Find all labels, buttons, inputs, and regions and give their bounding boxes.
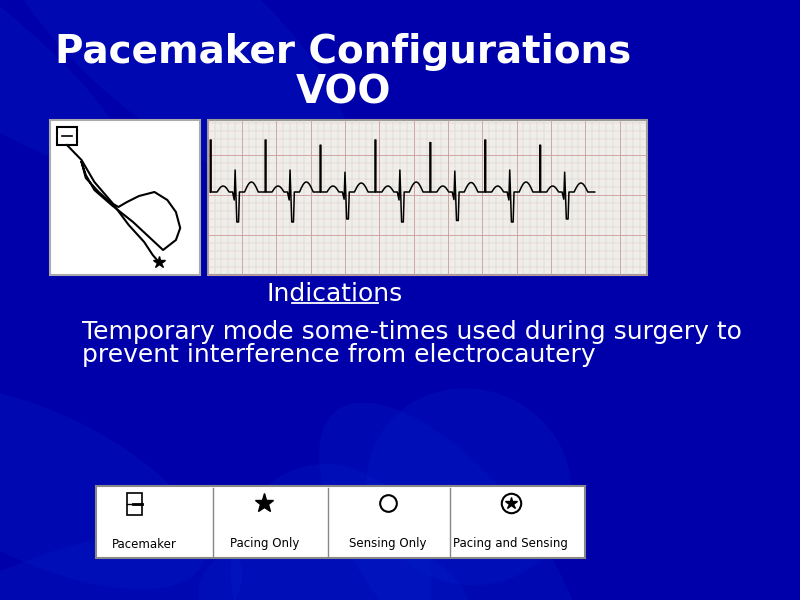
Text: Temporary mode some-times used during surgery to: Temporary mode some-times used during su… xyxy=(82,320,742,344)
Bar xyxy=(127,493,142,515)
Text: prevent interference from electrocautery: prevent interference from electrocautery xyxy=(82,343,595,367)
Text: Pacing and Sensing: Pacing and Sensing xyxy=(453,538,568,551)
Ellipse shape xyxy=(0,530,242,600)
Text: Pacemaker: Pacemaker xyxy=(112,538,177,551)
Ellipse shape xyxy=(319,403,587,600)
Text: VOO: VOO xyxy=(295,73,391,111)
Text: Indications: Indications xyxy=(266,282,402,306)
Bar xyxy=(50,120,200,275)
Bar xyxy=(208,120,647,275)
Ellipse shape xyxy=(0,385,206,589)
Ellipse shape xyxy=(198,530,470,600)
Text: Pacing Only: Pacing Only xyxy=(230,538,299,551)
Ellipse shape xyxy=(0,0,351,193)
Bar xyxy=(96,486,586,558)
Ellipse shape xyxy=(230,464,432,600)
Text: Pacemaker Configurations: Pacemaker Configurations xyxy=(55,33,631,71)
Ellipse shape xyxy=(366,388,571,585)
Bar xyxy=(57,127,78,145)
Text: Sensing Only: Sensing Only xyxy=(349,538,426,551)
Ellipse shape xyxy=(0,0,125,170)
